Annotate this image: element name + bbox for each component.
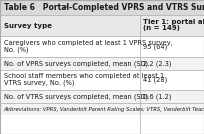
Text: No. of VTRS surveys completed, mean (SD): No. of VTRS surveys completed, mean (SD) [4, 94, 148, 100]
Text: Table 6   Portal-Completed VPRS and VTRS Surveys: Table 6 Portal-Completed VPRS and VTRS S… [4, 3, 204, 12]
Bar [0, 57, 204, 70]
Text: VTRS survey, No. (%): VTRS survey, No. (%) [4, 80, 74, 86]
Text: Survey type: Survey type [4, 23, 52, 29]
Text: a: a [64, 4, 68, 9]
Text: 2.2 (2.3): 2.2 (2.3) [143, 60, 171, 67]
Bar [0, 36, 204, 57]
Text: 41 (28): 41 (28) [143, 77, 167, 83]
Text: Tier 1: portal ab: Tier 1: portal ab [143, 18, 204, 25]
Text: School staff members who completed at least 1: School staff members who completed at le… [4, 73, 164, 79]
Bar [0, 90, 204, 103]
Bar [0, 70, 204, 90]
Text: No. of VPRS surveys completed, mean (SD): No. of VPRS surveys completed, mean (SD) [4, 60, 148, 67]
Text: Abbreviations: VPRS, Vanderbilt Parent Rating Scales; VTRS, Vanderbilt Teacher R: Abbreviations: VPRS, Vanderbilt Parent R… [4, 107, 204, 112]
Text: 95 (64): 95 (64) [143, 43, 167, 50]
Text: 0.6 (1.2): 0.6 (1.2) [143, 94, 171, 100]
Bar [0, 0, 204, 15]
Bar [0, 15, 204, 36]
Bar [0, 103, 204, 115]
Text: (n = 149): (n = 149) [143, 25, 180, 31]
Text: No. (%): No. (%) [4, 46, 28, 53]
Text: Caregivers who completed at least 1 VPRS survey,: Caregivers who completed at least 1 VPRS… [4, 40, 172, 46]
